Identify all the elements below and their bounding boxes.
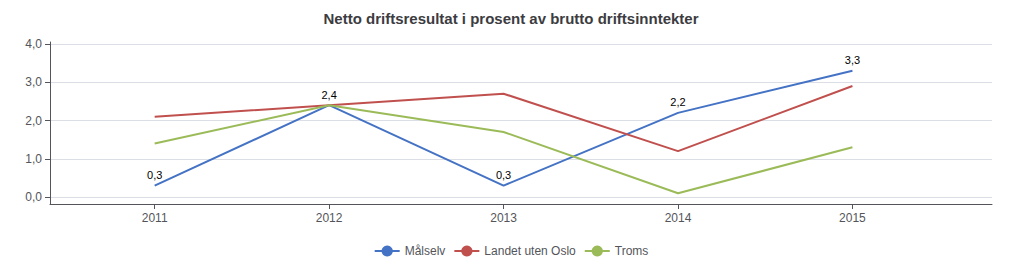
svg-text:2011: 2011 bbox=[142, 211, 168, 225]
svg-text:0,0: 0,0 bbox=[25, 190, 42, 204]
svg-text:3,0: 3,0 bbox=[25, 75, 42, 89]
svg-text:2,0: 2,0 bbox=[25, 114, 42, 128]
svg-text:3,3: 3,3 bbox=[845, 54, 860, 66]
svg-text:Troms: Troms bbox=[615, 244, 649, 258]
svg-text:Netto driftsresultat i prosent: Netto driftsresultat i prosent av brutto… bbox=[323, 10, 698, 27]
svg-text:1,0: 1,0 bbox=[25, 152, 42, 166]
svg-text:4,0: 4,0 bbox=[25, 37, 42, 51]
svg-text:2014: 2014 bbox=[665, 211, 692, 225]
svg-text:0,3: 0,3 bbox=[496, 169, 511, 181]
svg-text:2,2: 2,2 bbox=[670, 96, 685, 108]
svg-text:2013: 2013 bbox=[490, 211, 517, 225]
svg-text:0,3: 0,3 bbox=[147, 169, 162, 181]
svg-text:2015: 2015 bbox=[839, 211, 866, 225]
svg-text:Målselv: Målselv bbox=[405, 244, 446, 258]
svg-text:2,4: 2,4 bbox=[321, 89, 336, 101]
svg-text:2012: 2012 bbox=[316, 211, 343, 225]
svg-text:Landet uten Oslo: Landet uten Oslo bbox=[484, 244, 576, 258]
